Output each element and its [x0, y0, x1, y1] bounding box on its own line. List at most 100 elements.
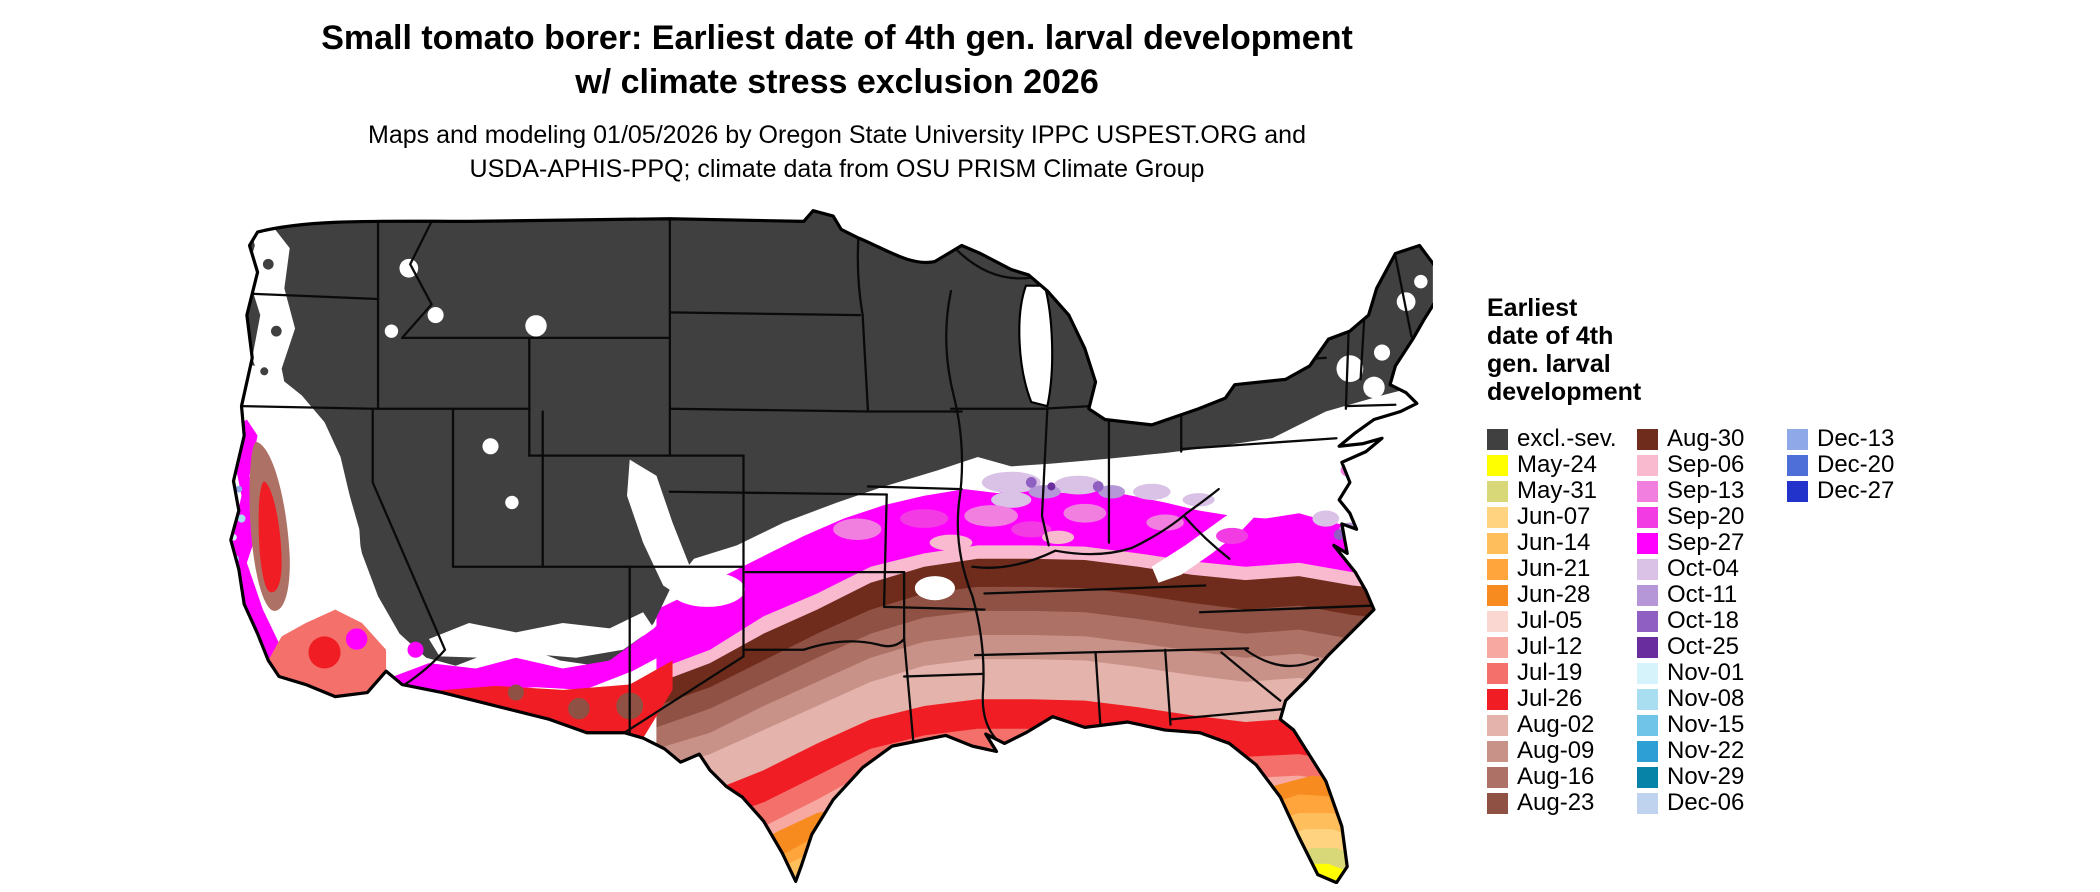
legend-swatch: [1487, 480, 1508, 502]
map-subtitle: Maps and modeling 01/05/2026 by Oregon S…: [368, 121, 1306, 183]
legend-swatch: [1487, 714, 1508, 736]
legend-item: Jul-12: [1487, 634, 1637, 660]
legend-swatch: [1637, 714, 1658, 736]
legend-item: Dec-13: [1787, 426, 1937, 452]
legend-item: Nov-22: [1637, 738, 1787, 764]
legend-column: Aug-30 Sep-06 Sep-13 Sep-20 Sep-27 Oct-04 Oct-…: [1637, 426, 1787, 816]
legend-label: Jul-19: [1517, 659, 1583, 686]
legend-item: Aug-30: [1637, 426, 1787, 452]
legend-item: Jul-05: [1487, 608, 1637, 634]
legend: Earliest date of 4th gen. larval develop…: [1487, 294, 2087, 816]
legend-item: excl.-sev.: [1487, 426, 1637, 452]
legend-swatch: [1487, 610, 1508, 632]
legend-swatch: [1637, 558, 1658, 580]
legend-label: Dec-27: [1817, 477, 1895, 504]
legend-label: Aug-23: [1517, 789, 1595, 816]
legend-item: Dec-06: [1637, 790, 1787, 816]
socal-red-patch: [308, 636, 341, 669]
map-fill-layers: [230, 210, 1433, 883]
legend-label: Jun-21: [1517, 555, 1591, 582]
map-container: [228, 208, 1446, 885]
legend-item: May-24: [1487, 452, 1637, 478]
legend-swatch: [1487, 792, 1508, 814]
legend-swatch: [1637, 636, 1658, 658]
legend-item: Sep-13: [1637, 478, 1787, 504]
legend-label: Jul-12: [1517, 633, 1583, 660]
legend-label: Jul-26: [1517, 685, 1583, 712]
legend-item: Dec-20: [1787, 452, 1937, 478]
legend-swatch: [1637, 740, 1658, 762]
legend-swatch: [1637, 428, 1658, 450]
legend-item: Aug-02: [1487, 712, 1637, 738]
legend-swatch: [1787, 454, 1808, 476]
legend-item: Jun-07: [1487, 504, 1637, 530]
legend-item: Sep-06: [1637, 452, 1787, 478]
snv-magenta-patch: [407, 641, 424, 658]
legend-swatch: [1487, 454, 1508, 476]
legend-label: Jul-05: [1517, 607, 1583, 634]
legend-item: Jun-28: [1487, 582, 1637, 608]
legend-swatch: [1637, 532, 1658, 554]
legend-label: Aug-02: [1517, 711, 1595, 738]
legend-label: Oct-18: [1667, 607, 1740, 634]
legend-swatch: [1487, 636, 1508, 658]
legend-label: Sep-06: [1667, 451, 1745, 478]
legend-swatch: [1787, 480, 1808, 502]
legend-label: Dec-20: [1817, 451, 1895, 478]
legend-swatch: [1787, 428, 1808, 450]
legend-swatch: [1637, 688, 1658, 710]
legend-item: Oct-25: [1637, 634, 1787, 660]
legend-label: Dec-06: [1667, 789, 1745, 816]
legend-swatch: [1637, 766, 1658, 788]
legend-label: Oct-25: [1667, 633, 1740, 660]
legend-item: Oct-04: [1637, 556, 1787, 582]
us-choropleth-map: [229, 209, 1446, 885]
us-outline: [229, 209, 1446, 885]
legend-item: May-31: [1487, 478, 1637, 504]
legend-label: Nov-15: [1667, 711, 1745, 738]
map-title: Small tomato borer: Earliest date of 4th…: [321, 19, 1353, 101]
legend-swatch: [1487, 662, 1508, 684]
legend-item: Nov-01: [1637, 660, 1787, 686]
legend-label: Sep-13: [1667, 477, 1745, 504]
legend-item: Oct-11: [1637, 582, 1787, 608]
legend-label: Jun-14: [1517, 529, 1591, 556]
legend-label: Nov-29: [1667, 763, 1745, 790]
sw-magenta-strip: [386, 609, 673, 692]
legend-item: Jun-21: [1487, 556, 1637, 582]
legend-label: Nov-08: [1667, 685, 1745, 712]
legend-label: May-24: [1517, 451, 1598, 478]
legend-label: Aug-16: [1517, 763, 1595, 790]
legend-label: May-31: [1517, 477, 1598, 504]
legend-label: Aug-30: [1667, 425, 1745, 452]
legend-item: Nov-29: [1637, 764, 1787, 790]
legend-swatch: [1637, 610, 1658, 632]
legend-swatch: [1487, 506, 1508, 528]
legend-column: Dec-13 Dec-20 Dec-27: [1787, 426, 1937, 816]
socal-magenta-patch: [345, 628, 368, 650]
legend-label: Oct-04: [1667, 555, 1740, 582]
legend-label: Nov-22: [1667, 737, 1745, 764]
legend-item: Jul-19: [1487, 660, 1637, 686]
legend-item: Dec-27: [1787, 478, 1937, 504]
legend-swatch: [1487, 532, 1508, 554]
legend-label: Jun-28: [1517, 581, 1591, 608]
legend-swatch: [1637, 662, 1658, 684]
legend-item: Aug-09: [1487, 738, 1637, 764]
legend-swatch: [1487, 740, 1508, 762]
legend-item: Nov-08: [1637, 686, 1787, 712]
legend-swatch: [1487, 766, 1508, 788]
legend-title: Earliest date of 4th gen. larval develop…: [1487, 294, 1642, 406]
state-boundaries: [240, 217, 1413, 745]
legend-item: Sep-20: [1637, 504, 1787, 530]
legend-label: Sep-20: [1667, 503, 1745, 530]
legend-item: Jul-26: [1487, 686, 1637, 712]
legend-swatch: [1637, 584, 1658, 606]
legend-item: Aug-23: [1487, 790, 1637, 816]
legend-swatch: [1487, 584, 1508, 606]
legend-item: Aug-16: [1487, 764, 1637, 790]
sw-desert-red: [428, 660, 673, 739]
legend-label: Dec-13: [1817, 425, 1895, 452]
legend-label: Nov-01: [1667, 659, 1745, 686]
legend-label: Oct-11: [1667, 581, 1738, 608]
